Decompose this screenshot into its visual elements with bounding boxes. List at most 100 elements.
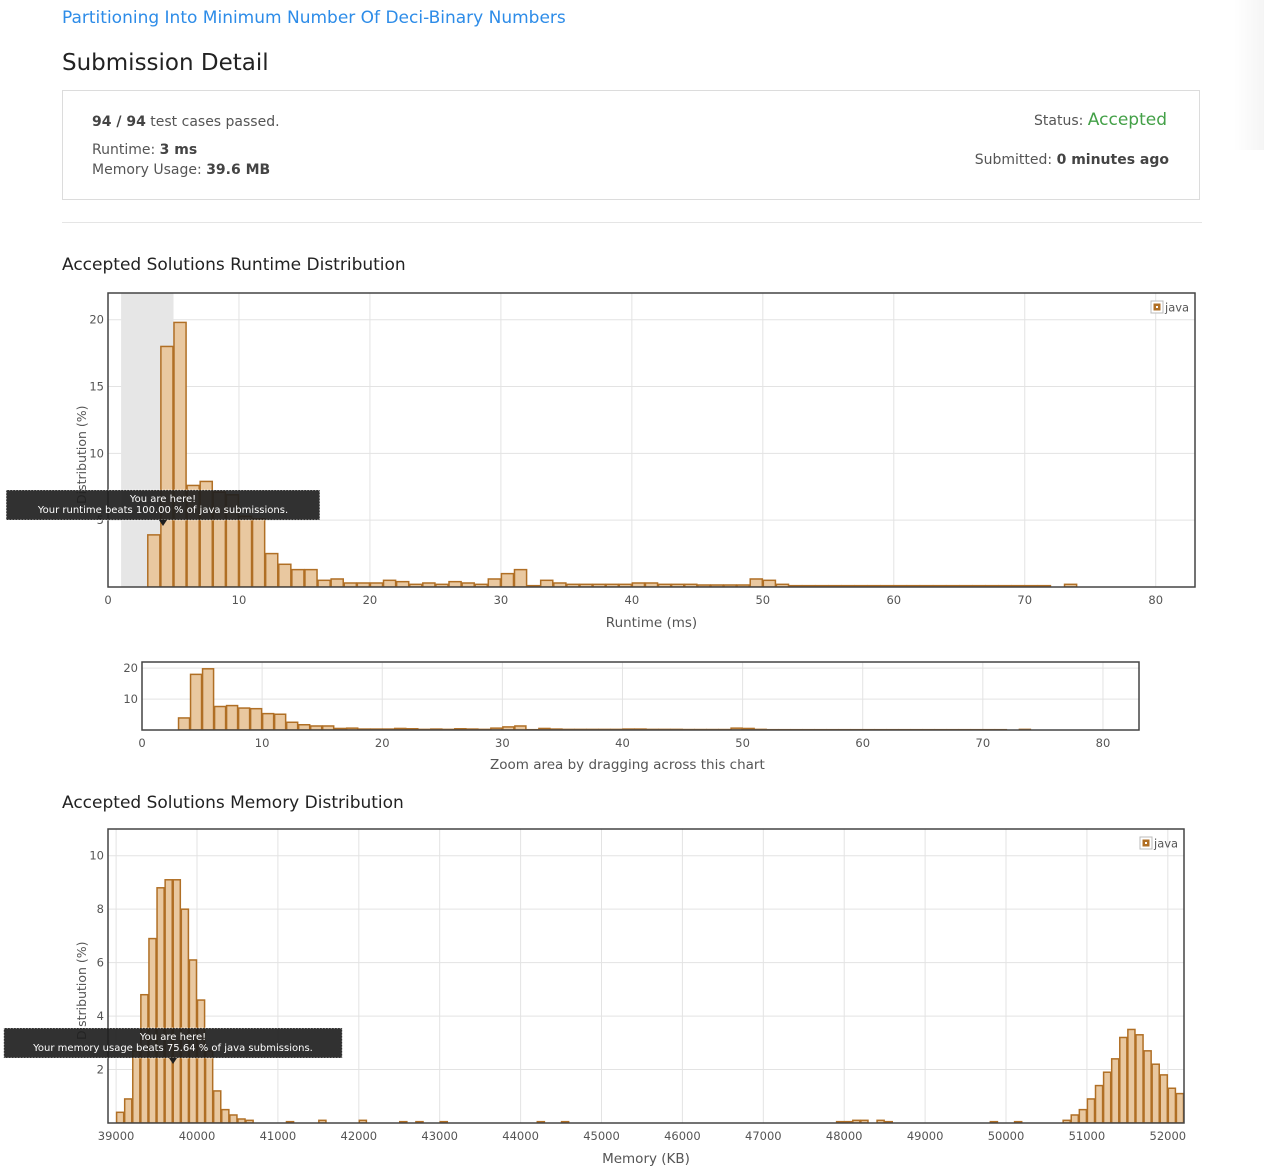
histogram-bar [278, 563, 292, 587]
zoom-hint-label: Zoom area by dragging across this chart [490, 757, 765, 773]
x-tick-label: 30 [495, 736, 510, 750]
memory-distribution-chart[interactable]: 39000 40000 41000 42000 43000 44000 45000 46000… [3, 828, 1186, 1166]
y-tick-label: 20 [123, 661, 138, 675]
x-tick-label: 39000 [98, 1129, 135, 1143]
runtime-section-title: Accepted Solutions Runtime Distribution [62, 255, 406, 275]
problem-title-link[interactable]: Partitioning Into Minimum Number Of Deci… [62, 8, 566, 28]
plot-frame [107, 828, 1185, 1124]
histogram-bar [448, 580, 462, 587]
x-tick-label: 49000 [907, 1129, 944, 1143]
x-tick-label: 60 [886, 593, 901, 607]
test-cases-summary: 94 / 94 test cases passed. [92, 114, 280, 130]
runtime-zoom-navigator[interactable]: 0 10 20 30 40 50 60 70 80 10 20 [123, 661, 1140, 750]
histogram-bar [710, 584, 724, 587]
histogram-bar [164, 879, 173, 1123]
x-tick-label: 51000 [1069, 1129, 1106, 1143]
submitted-value: 0 minutes ago [1056, 152, 1169, 168]
x-tick-label: 50000 [988, 1129, 1025, 1143]
x-tick-label: 60 [855, 736, 870, 750]
legend-label: java [1153, 837, 1178, 851]
x-tick-label: 20 [375, 736, 390, 750]
histogram-bar [330, 578, 344, 587]
histogram-bar [221, 1108, 230, 1123]
runtime-value: 3 ms [159, 142, 198, 158]
plot-frame [141, 661, 1140, 731]
histogram-bar [500, 572, 515, 587]
x-tick-label: 50 [755, 593, 770, 607]
y-tick-label: 15 [89, 380, 104, 394]
histogram-bar [261, 712, 275, 730]
runtime-chart-plot-area [121, 293, 1078, 587]
memory-tooltip: You are here!Your memory usage beats 75.… [3, 1027, 343, 1064]
histogram-bar [285, 721, 299, 730]
histogram-bar [180, 908, 190, 1123]
histogram-bar [1094, 1084, 1104, 1123]
histogram-bar [156, 887, 165, 1123]
x-tick-label: 80 [1096, 736, 1111, 750]
histogram-bar [1086, 1098, 1096, 1123]
histogram-bar [132, 1050, 141, 1123]
legend-label: java [1164, 301, 1189, 315]
legend-swatch-dot [1145, 842, 1147, 844]
y-axis-label: Distribution (%) [74, 941, 89, 1040]
histogram-bar [177, 717, 191, 730]
tooltip-title: You are here! [129, 494, 196, 505]
memory-label: Memory Usage: [92, 162, 202, 178]
status-summary: Status: Accepted [1034, 110, 1167, 130]
runtime-distribution-chart[interactable]: 0 10 20 30 40 50 60 70 80 5 10 15 20 Runtime (ms) Dist… [5, 292, 1196, 631]
histogram-bar [196, 999, 206, 1123]
x-tick-label: 41000 [260, 1129, 297, 1143]
x-tick-label: 30 [494, 593, 509, 607]
section-divider [62, 222, 1202, 223]
x-tick-label: 0 [138, 736, 145, 750]
histogram-bar [291, 568, 305, 587]
histogram-bar [1102, 1071, 1112, 1123]
histogram-bar [273, 713, 287, 730]
y-tick-label: 2 [97, 1063, 104, 1077]
histogram-bar [513, 568, 528, 587]
histogram-bar [173, 321, 187, 587]
x-tick-label: 70 [976, 736, 991, 750]
x-tick-label: 40 [615, 736, 630, 750]
histogram-bar [212, 1090, 222, 1123]
memory-summary: Memory Usage: 39.6 MB [92, 162, 270, 178]
histogram-bar [1135, 1034, 1144, 1123]
histogram-bar [1143, 1050, 1152, 1123]
test-cases-suffix: test cases passed. [150, 114, 280, 130]
histogram-bar [304, 568, 318, 587]
histogram-bar [204, 1050, 214, 1123]
x-tick-label: 0 [104, 593, 111, 607]
histogram-bar [1151, 1063, 1160, 1123]
histogram-bar [123, 1098, 133, 1123]
x-tick-label: 50 [735, 736, 750, 750]
y-tick-label: 5 [97, 513, 104, 527]
memory-chart-plot-area [115, 879, 1184, 1123]
histogram-bar [251, 518, 266, 587]
submitted-summary: Submitted: 0 minutes ago [975, 152, 1169, 168]
histogram-bar [264, 552, 279, 587]
runtime-summary: Runtime: 3 ms [92, 142, 197, 158]
plot-frame [107, 292, 1196, 588]
histogram-bar [487, 578, 502, 587]
page-title: Submission Detail [62, 50, 269, 76]
x-tick-label: 47000 [745, 1129, 782, 1143]
histogram-bar [736, 584, 750, 587]
y-tick-label: 6 [97, 956, 104, 970]
histogram-bar [213, 705, 227, 730]
histogram-bar [1078, 1108, 1088, 1123]
tooltip-pointer [169, 1058, 177, 1064]
histogram-bar [249, 707, 263, 730]
y-tick-label: 8 [97, 902, 104, 916]
runtime-label: Runtime: [92, 142, 156, 158]
tooltip-title: You are here! [139, 1032, 206, 1043]
histogram-bar [1159, 1074, 1169, 1123]
submission-summary-card: 94 / 94 test cases passed. Runtime: 3 ms… [62, 90, 1200, 200]
x-tick-label: 10 [255, 736, 270, 750]
x-axis-label: Memory (KB) [602, 1151, 690, 1166]
x-tick-label: 48000 [826, 1129, 863, 1143]
x-tick-label: 43000 [421, 1129, 458, 1143]
histogram-bar [723, 584, 737, 587]
tooltip-message: Your runtime beats 100.00 % of java subm… [37, 505, 288, 516]
histogram-bar [115, 1111, 125, 1123]
